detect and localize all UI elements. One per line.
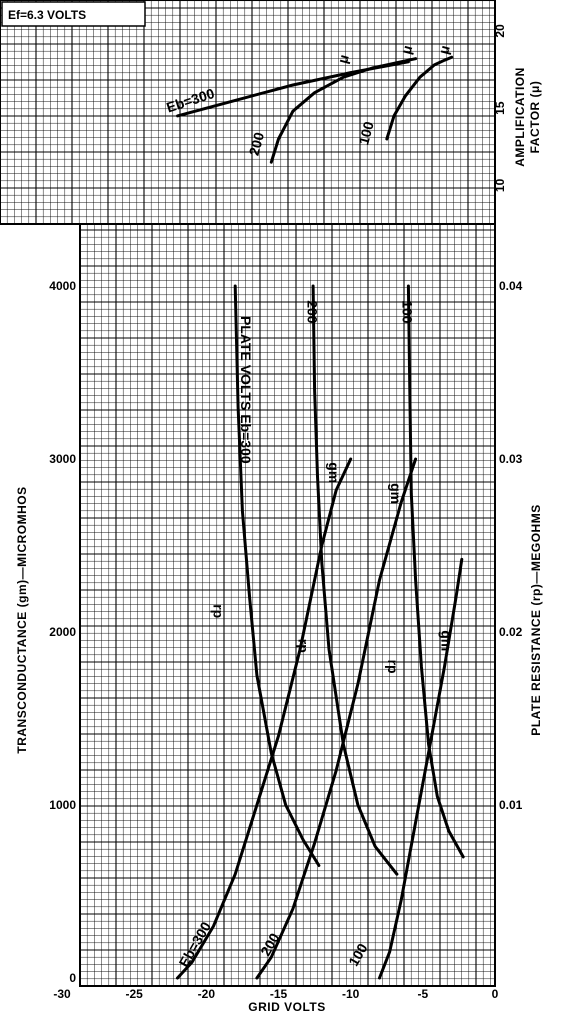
main-label-9: Eb=300 xyxy=(175,919,214,970)
mu-curve-μ-100 xyxy=(385,55,454,141)
gm-axis-title: TRANSCONDUCTANCE (gm)—MICROMHOS xyxy=(15,486,29,753)
gm-tick-label: 0 xyxy=(69,971,76,985)
gm-tick-label: 2000 xyxy=(49,625,76,639)
mu-panel-grid xyxy=(0,0,495,225)
x-tick-label: -30 xyxy=(53,987,71,1001)
mu-label-2: 200 xyxy=(246,130,268,157)
mu-tick-label: 15 xyxy=(493,101,507,115)
gm-rp-curves xyxy=(176,284,465,980)
filament-badge: Ef=6.3 VOLTS xyxy=(1,1,146,27)
x-axis-title: GRID VOLTS xyxy=(248,1000,325,1014)
curve-rp-eb-300 xyxy=(233,284,321,867)
curve-rp-200 xyxy=(311,284,399,876)
x-tick-label: -10 xyxy=(342,987,360,1001)
curve-gm-200 xyxy=(255,457,418,980)
x-tick-label: 0 xyxy=(492,987,499,1001)
main-label-4: rp xyxy=(296,639,312,653)
mu-label-4: 100 xyxy=(355,120,377,147)
mu-label-3: μ xyxy=(398,43,416,55)
curve-gm-eb-300 xyxy=(176,457,353,980)
x-tick-label: -5 xyxy=(417,987,428,1001)
mu-axis-title: AMPLIFICATIONFACTOR (μ) xyxy=(513,67,542,167)
main-label-5: rp xyxy=(385,660,401,674)
filament-voltage-label: Ef=6.3 VOLTS xyxy=(8,8,86,22)
tick-labels: -30 -25 -20 -15 -10 -5 0 0 1000 2000 3000 4000 0.01 0… xyxy=(49,24,522,1001)
mu-tick-label: 10 xyxy=(493,178,507,192)
main-label-6: gm xyxy=(326,462,342,483)
main-label-1: 200 xyxy=(304,300,320,324)
curve-gm-100 xyxy=(378,557,464,980)
rp-tick-label: 0.02 xyxy=(499,625,523,639)
rp-axis-title: PLATE RESISTANCE (rp)—MEGOHMS xyxy=(529,504,543,735)
mu-panel-frame xyxy=(0,0,496,225)
mu-label-5: μ xyxy=(435,43,453,55)
rp-tick-label: 0.03 xyxy=(499,452,523,466)
mu-label-1: μ xyxy=(334,53,352,65)
gm-tick-label: 3000 xyxy=(49,452,76,466)
curve-rp-100 xyxy=(406,284,465,859)
x-tick-label: -20 xyxy=(198,987,216,1001)
rp-tick-label: 0.01 xyxy=(499,798,523,812)
mu-curve-μ-200 xyxy=(269,57,418,164)
main-panel-grid xyxy=(79,224,495,987)
main-label-0: PLATE VOLTS Eb=300 xyxy=(238,316,254,464)
main-label-7: gm xyxy=(388,483,404,504)
x-tick-label: -25 xyxy=(125,987,143,1001)
main-label-8: gm xyxy=(439,630,455,651)
main-label-10: 200 xyxy=(257,930,283,958)
main-label-3: rp xyxy=(211,604,227,618)
main-panel-frame xyxy=(79,223,496,987)
gm-tick-label: 1000 xyxy=(49,798,76,812)
rp-tick-label: 0.04 xyxy=(499,279,523,293)
main-label-2: 100 xyxy=(400,300,416,324)
mu-tick-label: 20 xyxy=(493,24,507,38)
mu-curves xyxy=(176,55,454,164)
gm-tick-label: 4000 xyxy=(49,279,76,293)
x-tick-label: -15 xyxy=(270,987,288,1001)
